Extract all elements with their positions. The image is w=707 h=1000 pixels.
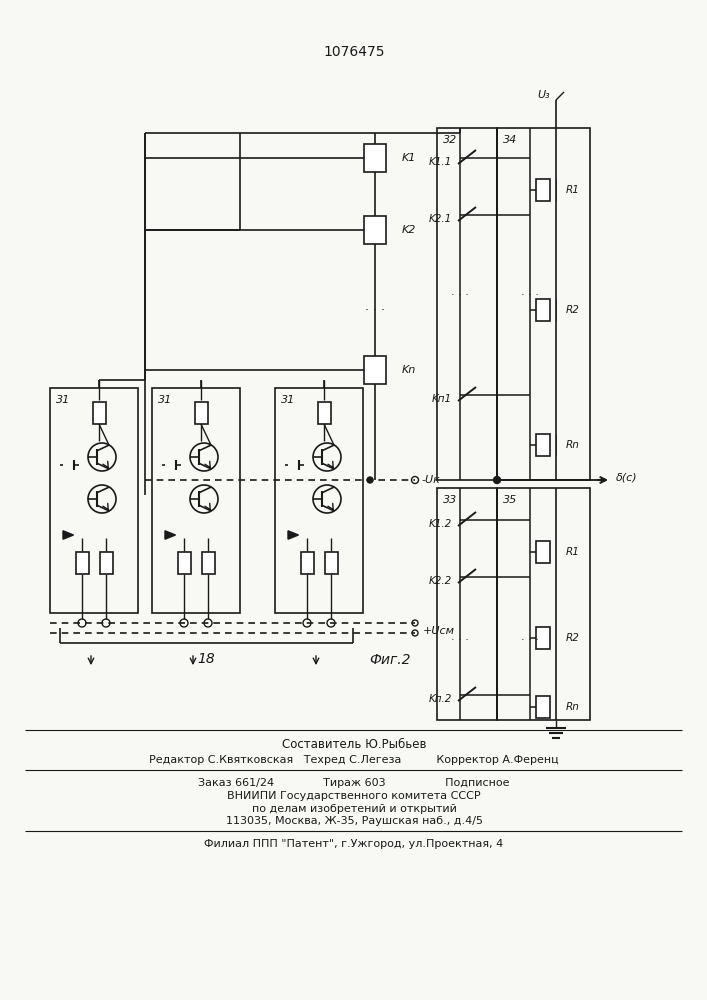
Text: K1: K1 bbox=[402, 153, 416, 163]
Text: K2.1: K2.1 bbox=[428, 214, 452, 224]
Bar bbox=[437, 488, 497, 720]
Bar bbox=[201, 552, 214, 574]
Text: Rn: Rn bbox=[566, 440, 580, 450]
Bar bbox=[437, 128, 497, 480]
Bar bbox=[536, 434, 550, 456]
Bar bbox=[536, 696, 550, 718]
Text: · · ·: · · · bbox=[521, 635, 539, 645]
Text: ВНИИПИ Государственного комитета СССР: ВНИИПИ Государственного комитета СССР bbox=[227, 791, 481, 801]
Text: Kп.2: Kп.2 bbox=[428, 694, 452, 704]
Bar bbox=[152, 388, 240, 613]
Text: Kn: Kn bbox=[402, 365, 416, 375]
Text: R2: R2 bbox=[566, 633, 580, 643]
Text: 32: 32 bbox=[443, 135, 457, 145]
Bar bbox=[300, 552, 313, 574]
Polygon shape bbox=[63, 531, 74, 539]
Bar bbox=[325, 552, 337, 574]
Bar bbox=[497, 128, 590, 480]
Text: · · ·: · · · bbox=[451, 635, 469, 645]
Text: R1: R1 bbox=[566, 547, 580, 557]
Polygon shape bbox=[288, 531, 298, 539]
Text: по делам изобретений и открытий: по делам изобретений и открытий bbox=[252, 804, 457, 814]
Bar bbox=[536, 179, 550, 201]
Bar bbox=[100, 552, 112, 574]
Bar bbox=[76, 552, 88, 574]
Text: 31: 31 bbox=[281, 395, 296, 405]
Text: K2: K2 bbox=[402, 225, 416, 235]
Bar bbox=[194, 402, 207, 424]
Bar bbox=[50, 388, 138, 613]
Text: 1076475: 1076475 bbox=[323, 45, 385, 59]
Text: Rn: Rn bbox=[566, 702, 580, 712]
Text: · · ·: · · · bbox=[365, 304, 385, 316]
Text: Филиал ППП "Патент", г.Ужгород, ул.Проектная, 4: Филиал ППП "Патент", г.Ужгород, ул.Проек… bbox=[204, 839, 503, 849]
Text: Фиг.2: Фиг.2 bbox=[369, 653, 411, 667]
Text: 18: 18 bbox=[197, 652, 215, 666]
Bar bbox=[536, 299, 550, 321]
Bar bbox=[93, 402, 105, 424]
Text: 31: 31 bbox=[158, 395, 173, 405]
Bar bbox=[177, 552, 190, 574]
Bar bbox=[275, 388, 363, 613]
Text: K1.1: K1.1 bbox=[428, 157, 452, 167]
Polygon shape bbox=[165, 531, 175, 539]
Text: 31: 31 bbox=[56, 395, 70, 405]
Text: 34: 34 bbox=[503, 135, 518, 145]
Text: U₃: U₃ bbox=[537, 90, 550, 100]
Text: +Uсм: +Uсм bbox=[423, 626, 455, 636]
Text: R2: R2 bbox=[566, 305, 580, 315]
Text: -Uк: -Uк bbox=[422, 475, 441, 485]
Bar bbox=[364, 144, 386, 172]
Text: K1.2: K1.2 bbox=[428, 519, 452, 529]
Text: 113035, Москва, Ж-35, Раушская наб., д.4/5: 113035, Москва, Ж-35, Раушская наб., д.4… bbox=[226, 816, 482, 826]
Bar bbox=[536, 541, 550, 563]
Text: Заказ 661/24              Тираж 603                 Подписное: Заказ 661/24 Тираж 603 Подписное bbox=[198, 778, 510, 788]
Text: · · ·: · · · bbox=[521, 290, 539, 300]
Text: · · ·: · · · bbox=[451, 290, 469, 300]
Circle shape bbox=[493, 477, 501, 484]
Bar bbox=[497, 488, 590, 720]
Text: Kп1: Kп1 bbox=[432, 394, 452, 404]
Text: δ(c): δ(c) bbox=[616, 472, 638, 482]
Text: 33: 33 bbox=[443, 495, 457, 505]
Text: K2.2: K2.2 bbox=[428, 576, 452, 586]
Text: Составитель Ю.Рыбьев: Составитель Ю.Рыбьев bbox=[282, 738, 426, 750]
Text: R1: R1 bbox=[566, 185, 580, 195]
Circle shape bbox=[367, 477, 373, 483]
Text: Редактор С.Квятковская   Техред С.Легеза          Корректор А.Ференц: Редактор С.Квятковская Техред С.Легеза К… bbox=[149, 755, 559, 765]
Bar bbox=[536, 627, 550, 649]
Bar bbox=[364, 216, 386, 244]
Bar bbox=[317, 402, 330, 424]
Text: 35: 35 bbox=[503, 495, 518, 505]
Bar bbox=[364, 356, 386, 384]
